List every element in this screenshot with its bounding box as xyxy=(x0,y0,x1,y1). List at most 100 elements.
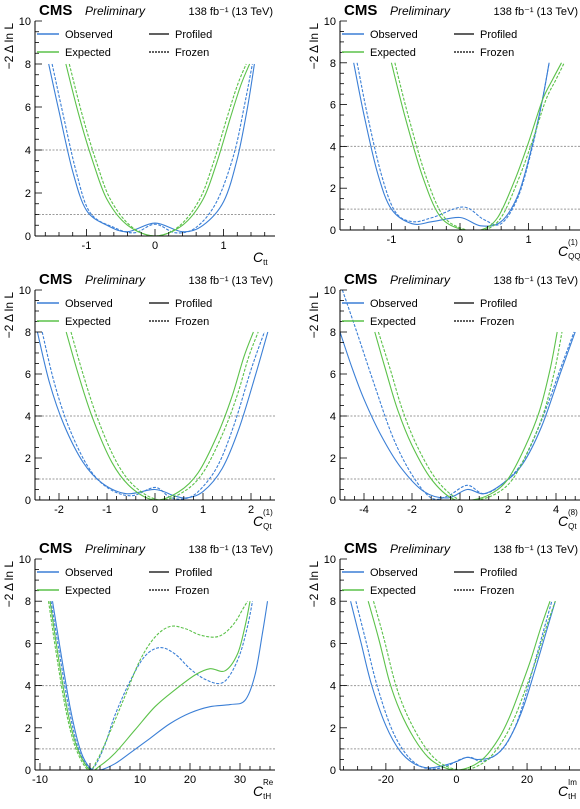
x-tick-label: -4 xyxy=(359,504,369,516)
legend-label-expected: Expected xyxy=(65,316,111,328)
x-axis-label: CQt xyxy=(253,513,272,531)
series-observed-frozen xyxy=(51,63,253,234)
series-expected-profiled xyxy=(374,331,558,500)
cms-label: CMS xyxy=(344,271,377,288)
preliminary-label: Preliminary xyxy=(390,273,451,287)
y-axis-label: −2 Δ ln L xyxy=(2,561,16,608)
chart-panel-6: 0 2 4 6 8 10 -20 0 20 CMS Preliminary 138 fb⁻¹ (13 … xyxy=(307,540,580,801)
y-tick-label: 10 xyxy=(324,554,336,566)
x-tick-label: 0 xyxy=(152,504,158,516)
legend-label-frozen: Frozen xyxy=(480,47,514,59)
legend-label-profiled: Profiled xyxy=(480,298,517,310)
preliminary-label: Preliminary xyxy=(85,273,146,287)
y-tick-label: 6 xyxy=(25,102,31,114)
legend: Observed Expected Profiled Frozen xyxy=(37,567,212,597)
y-tick-label: 10 xyxy=(19,554,31,566)
chart-panel-1: 0 2 4 6 8 10 -1 0 1 CMS Preliminary 138 fb⁻¹ (13 Te… xyxy=(2,2,275,267)
x-tick-label: -20 xyxy=(378,774,394,786)
preliminary-label: Preliminary xyxy=(390,4,451,18)
y-tick-label: 2 xyxy=(330,183,336,195)
x-axis-label: CtH xyxy=(253,783,271,801)
legend: Observed Expected Profiled Frozen xyxy=(342,29,517,59)
legend-label-expected: Expected xyxy=(370,585,416,597)
x-axis-label-main: C xyxy=(253,513,264,529)
y-tick-label: 0 xyxy=(330,495,336,507)
y-axis-label: −2 Δ ln L xyxy=(307,292,321,339)
y-tick-label: 6 xyxy=(330,100,336,112)
series-observed-frozen xyxy=(41,331,265,500)
y-tick-label: 2 xyxy=(25,453,31,465)
cms-label: CMS xyxy=(39,271,72,288)
cms-label: CMS xyxy=(344,540,377,557)
y-tick-label: 2 xyxy=(25,188,31,200)
legend-label-frozen: Frozen xyxy=(175,585,209,597)
legend-label-observed: Observed xyxy=(65,567,113,579)
y-tick-label: 0 xyxy=(330,225,336,237)
legend-label-profiled: Profiled xyxy=(480,567,517,579)
x-tick-label: 30 xyxy=(234,774,246,786)
legend-label-profiled: Profiled xyxy=(480,29,517,41)
luminosity-label: 138 fb⁻¹ (13 TeV) xyxy=(494,544,578,556)
y-axis-label: −2 Δ ln L xyxy=(2,23,16,70)
y-tick-label: 4 xyxy=(330,411,336,423)
luminosity-label: 138 fb⁻¹ (13 TeV) xyxy=(189,544,273,556)
series-expected-frozen xyxy=(394,62,565,230)
x-axis-label-superscript: Re xyxy=(263,778,274,787)
series-observed-frozen xyxy=(355,601,553,770)
x-tick-label: -10 xyxy=(32,774,48,786)
legend-label-observed: Observed xyxy=(370,567,418,579)
series-expected-profiled xyxy=(367,601,551,770)
legend-label-observed: Observed xyxy=(370,29,418,41)
chart-panel-2: 0 2 4 6 8 10 -1 0 1 CMS Preliminary 138 fb⁻¹ (13 Te… xyxy=(307,2,580,261)
series-expected-frozen xyxy=(70,331,259,500)
preliminary-label: Preliminary xyxy=(85,4,146,18)
x-tick-label: 10 xyxy=(134,774,146,786)
y-tick-label: 6 xyxy=(330,638,336,650)
y-tick-label: 0 xyxy=(330,765,336,777)
legend-label-frozen: Frozen xyxy=(175,47,209,59)
curves xyxy=(340,290,576,500)
y-axis-label: −2 Δ ln L xyxy=(307,23,321,70)
x-axis-label-superscript: (1) xyxy=(568,238,578,247)
y-tick-label: 8 xyxy=(25,59,31,71)
y-tick-label: 2 xyxy=(330,453,336,465)
x-tick-label: 4 xyxy=(553,504,559,516)
series-observed-profiled xyxy=(48,63,255,233)
y-tick-label: 10 xyxy=(324,285,336,297)
x-tick-label: -2 xyxy=(54,504,64,516)
x-tick-label: 20 xyxy=(521,774,533,786)
legend-label-frozen: Frozen xyxy=(480,316,514,328)
x-axis-label-main: C xyxy=(558,243,569,259)
y-tick-label: 10 xyxy=(19,16,31,28)
luminosity-label: 138 fb⁻¹ (13 TeV) xyxy=(189,275,273,287)
x-axis-label-superscript: (1) xyxy=(263,508,273,517)
y-tick-label: 2 xyxy=(25,723,31,735)
preliminary-label: Preliminary xyxy=(390,542,451,556)
x-tick-label: 1 xyxy=(526,234,532,246)
y-tick-label: 8 xyxy=(330,596,336,608)
series-expected-frozen xyxy=(377,331,563,500)
series-observed-profiled xyxy=(353,62,550,227)
x-tick-label: 1 xyxy=(221,240,227,252)
y-axis-label: −2 Δ ln L xyxy=(307,561,321,608)
legend-label-expected: Expected xyxy=(65,585,111,597)
x-axis-label-subscript: Qt xyxy=(263,522,272,531)
x-tick-label: 2 xyxy=(248,504,254,516)
y-axis-label: −2 Δ ln L xyxy=(2,292,16,339)
legend-label-observed: Observed xyxy=(65,298,113,310)
series-expected-frozen xyxy=(47,600,248,770)
x-axis-label-main: C xyxy=(558,513,569,529)
legend: Observed Expected Profiled Frozen xyxy=(342,567,517,597)
y-tick-label: 4 xyxy=(25,411,31,423)
x-axis-label-subscript: tH xyxy=(568,792,576,801)
luminosity-label: 138 fb⁻¹ (13 TeV) xyxy=(494,6,578,18)
y-tick-label: 10 xyxy=(324,16,336,28)
curves xyxy=(353,62,565,230)
x-axis-label-subscript: QQ xyxy=(568,252,580,261)
series-observed-profiled xyxy=(350,601,556,769)
y-tick-label: 4 xyxy=(25,145,31,157)
legend-label-profiled: Profiled xyxy=(175,298,212,310)
series-expected-frozen xyxy=(68,63,247,236)
legend: Observed Expected Profiled Frozen xyxy=(37,29,212,59)
